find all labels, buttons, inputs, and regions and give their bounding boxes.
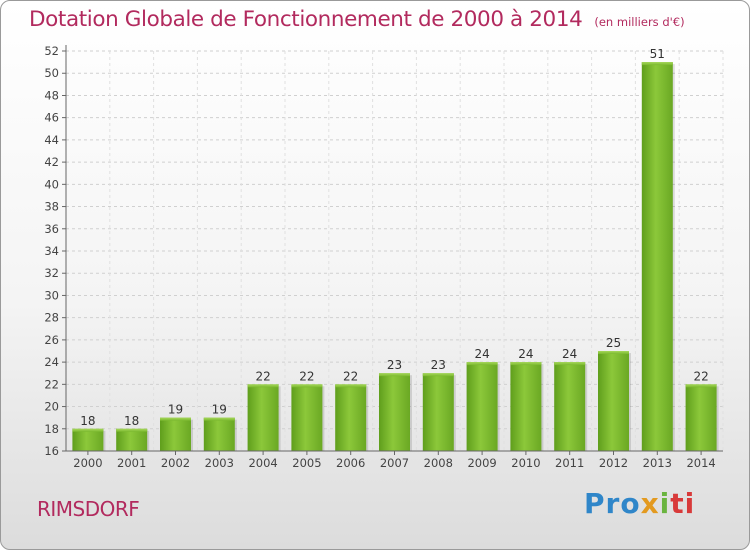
bar-cap — [247, 384, 279, 388]
value-label: 24 — [518, 347, 533, 361]
bar-2004 — [247, 384, 279, 451]
logo-part-3: i — [659, 487, 671, 520]
chart-title: Dotation Globale de Fonctionnement de 20… — [29, 7, 685, 32]
x-tick-label: 2005 — [292, 456, 321, 470]
logo-part-1: Pro — [584, 487, 641, 520]
value-label: 22 — [693, 369, 708, 383]
bar-cap — [598, 351, 629, 354]
y-tick-label: 44 — [44, 133, 59, 147]
x-tick-label: 2003 — [205, 456, 234, 470]
y-tick-label: 34 — [44, 244, 59, 258]
value-label: 19 — [212, 403, 227, 417]
bar-cap — [554, 362, 586, 366]
y-tick-label: 28 — [44, 311, 59, 325]
value-label: 51 — [650, 47, 665, 61]
commune-name: RIMSDORF — [37, 497, 140, 521]
x-tick-label: 2008 — [424, 456, 453, 470]
x-tick-label: 2012 — [599, 456, 628, 470]
proxiti-logo: Proxiti — [584, 487, 695, 520]
value-label: 22 — [299, 369, 314, 383]
logo-part-2: x — [640, 487, 660, 520]
bar-2014 — [685, 384, 717, 451]
bar-2006 — [335, 384, 367, 451]
value-label: 18 — [124, 414, 139, 428]
value-label: 19 — [168, 403, 183, 417]
x-tick-label: 2014 — [686, 456, 715, 470]
value-label: 25 — [606, 336, 621, 350]
bar-2000 — [72, 428, 104, 451]
bar-cap — [379, 373, 410, 377]
logo-part-4: ti — [670, 487, 696, 520]
bar-cap — [116, 428, 148, 432]
bar-2005 — [291, 384, 323, 451]
chart-subtitle: (en milliers d'€) — [594, 15, 685, 29]
y-tick-label: 36 — [44, 222, 59, 236]
bar-cap — [335, 384, 367, 388]
bar-cap — [510, 362, 542, 366]
y-tick-label: 32 — [44, 266, 59, 280]
y-tick-label: 24 — [44, 355, 59, 369]
y-tick-label: 30 — [44, 288, 59, 302]
x-tick-label: 2004 — [248, 456, 277, 470]
x-tick-label: 2010 — [511, 456, 540, 470]
chart-title-text: Dotation Globale de Fonctionnement de 20… — [29, 7, 583, 32]
y-tick-label: 20 — [44, 400, 59, 414]
x-tick-label: 2009 — [467, 456, 496, 470]
y-tick-label: 40 — [44, 177, 59, 191]
value-label: 23 — [387, 358, 402, 372]
bar-cap — [160, 417, 191, 421]
y-tick-label: 48 — [44, 88, 59, 102]
bar-2010 — [510, 362, 542, 451]
bar-2013 — [641, 62, 673, 451]
bar-2008 — [422, 373, 454, 451]
bar-cap — [291, 384, 323, 388]
x-tick-label: 2007 — [380, 456, 409, 470]
bar-cap — [203, 417, 235, 421]
bar-2002 — [160, 417, 191, 451]
x-tick-label: 2011 — [555, 456, 584, 470]
x-tick-label: 2000 — [73, 456, 102, 470]
bar-cap — [685, 384, 717, 388]
y-tick-label: 16 — [44, 444, 59, 458]
value-label: 22 — [255, 369, 270, 383]
x-tick-label: 2006 — [336, 456, 365, 470]
bar-2012 — [598, 351, 629, 451]
value-label: 18 — [80, 414, 95, 428]
bar-cap — [641, 62, 673, 66]
bar-2003 — [203, 417, 235, 451]
y-tick-label: 22 — [44, 377, 59, 391]
bar-2001 — [116, 428, 148, 451]
y-tick-label: 52 — [44, 44, 59, 58]
x-tick-label: 2013 — [643, 456, 672, 470]
bar-2009 — [466, 362, 498, 451]
y-tick-label: 46 — [44, 111, 59, 125]
bar-cap — [422, 373, 454, 377]
bar-2007 — [379, 373, 410, 451]
x-tick-label: 2002 — [161, 456, 190, 470]
y-tick-label: 26 — [44, 333, 59, 347]
y-tick-label: 50 — [44, 66, 59, 80]
bar-2011 — [554, 362, 586, 451]
value-label: 24 — [562, 347, 577, 361]
value-label: 22 — [343, 369, 358, 383]
bar-cap — [72, 428, 104, 432]
value-label: 23 — [431, 358, 446, 372]
x-tick-label: 2001 — [117, 456, 146, 470]
y-tick-label: 18 — [44, 422, 59, 436]
bar-cap — [466, 362, 498, 366]
y-tick-label: 42 — [44, 155, 59, 169]
y-tick-label: 38 — [44, 200, 59, 214]
value-label: 24 — [474, 347, 489, 361]
